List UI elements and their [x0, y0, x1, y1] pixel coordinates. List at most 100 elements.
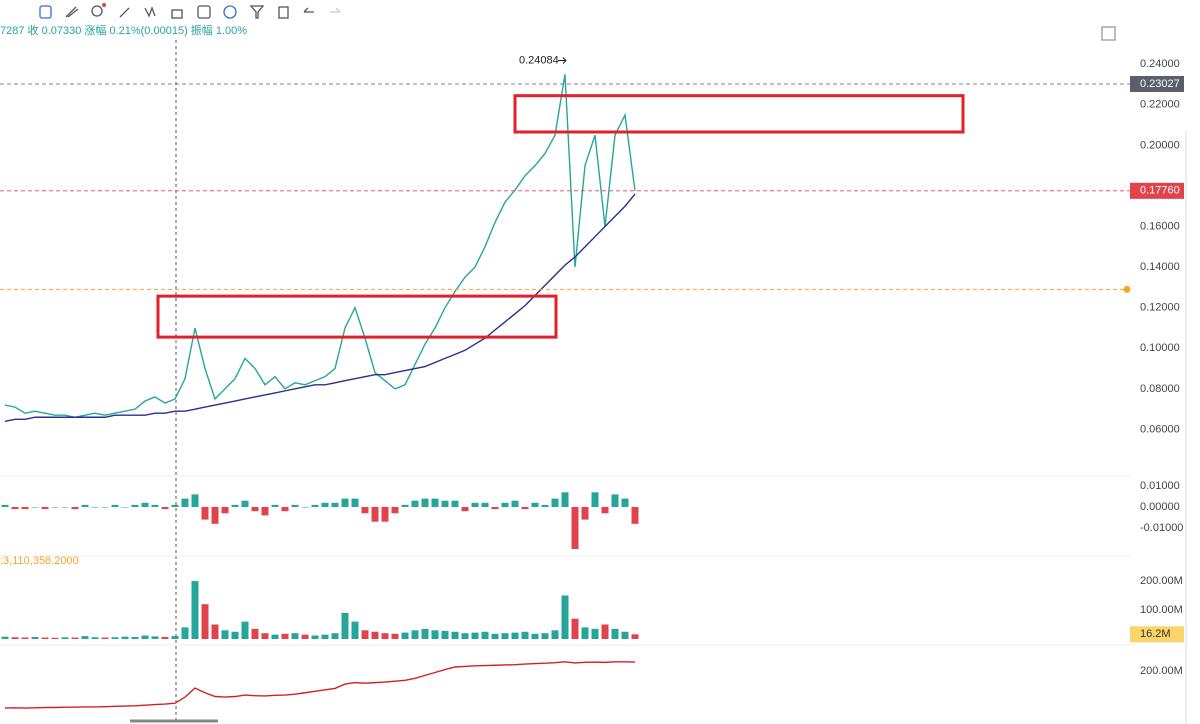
y-tick-label: 0.10000	[1140, 342, 1180, 354]
bar	[261, 633, 269, 639]
bar	[151, 504, 159, 507]
bar	[451, 500, 459, 507]
bar	[541, 633, 549, 639]
bar	[291, 633, 299, 639]
bar	[561, 492, 569, 507]
bar	[501, 502, 509, 507]
bar	[81, 504, 89, 507]
bar	[191, 494, 199, 507]
y-tick-label: 0.14000	[1140, 261, 1180, 273]
bar	[141, 635, 149, 639]
bar	[551, 630, 559, 639]
bar	[401, 632, 409, 639]
bar	[71, 637, 79, 639]
bar	[161, 636, 169, 639]
high-annotation: 0.24084	[519, 54, 559, 66]
bar	[21, 507, 29, 510]
bar	[581, 627, 589, 639]
bar	[21, 637, 29, 639]
tool-redo[interactable]	[330, 7, 341, 13]
zone-box	[156, 294, 558, 339]
bar	[241, 500, 249, 507]
bar	[271, 504, 279, 507]
bar	[111, 637, 119, 639]
bar	[181, 498, 189, 507]
bar	[491, 633, 499, 639]
bar	[101, 637, 109, 639]
bar	[371, 631, 379, 639]
bar	[31, 636, 39, 639]
expand-button[interactable]	[1101, 26, 1116, 41]
info-line: 7287 收 0.07330 涨幅 0.21%(0.00015) 振幅 1.00…	[0, 23, 247, 37]
tool-undo[interactable]	[303, 7, 314, 13]
bar	[511, 632, 519, 639]
y-tick-label: 200.00M	[1140, 575, 1183, 587]
bar	[311, 635, 319, 639]
bar	[81, 636, 89, 639]
bar	[521, 631, 529, 639]
bar	[431, 498, 439, 507]
tool-select[interactable]	[39, 5, 52, 19]
bar	[11, 637, 19, 639]
bar	[231, 631, 239, 639]
bar	[541, 504, 549, 507]
bar	[261, 507, 269, 516]
bar	[251, 628, 259, 639]
bar	[331, 502, 339, 507]
volume-label: 16.2M	[1140, 628, 1171, 640]
y-tick-label: 0.20000	[1140, 139, 1180, 151]
bar	[381, 633, 389, 639]
bar	[371, 507, 379, 522]
bar	[441, 630, 449, 639]
tool-filter[interactable]	[249, 5, 265, 19]
bar	[1, 504, 9, 507]
tool-zoom[interactable]	[91, 5, 103, 17]
bar	[131, 636, 139, 639]
bar	[91, 637, 99, 639]
bar	[221, 630, 229, 639]
bar	[341, 612, 349, 639]
bar	[241, 621, 249, 639]
bar	[101, 507, 109, 508]
bar	[131, 504, 139, 507]
tool-brush[interactable]	[119, 7, 130, 18]
tool-pattern[interactable]	[144, 6, 156, 18]
bar	[161, 507, 169, 510]
bar	[231, 504, 239, 507]
tool-note[interactable]	[197, 5, 211, 19]
bar	[621, 631, 629, 639]
bar	[41, 637, 49, 639]
bar	[51, 637, 59, 639]
bar	[191, 581, 199, 639]
tool-magnet[interactable]	[223, 5, 237, 19]
bar	[181, 627, 189, 639]
bar	[621, 498, 629, 507]
bar	[331, 633, 339, 639]
tool-lock[interactable]	[171, 9, 183, 19]
bar	[471, 502, 479, 507]
tool-measure[interactable]	[65, 6, 79, 18]
bar	[601, 624, 609, 639]
bar	[411, 630, 419, 639]
bar	[211, 507, 219, 524]
bar	[381, 507, 389, 522]
bar	[281, 507, 289, 512]
y-tick-label: 0.22000	[1140, 99, 1180, 111]
bar	[111, 504, 119, 507]
bar	[391, 633, 399, 639]
bar	[51, 507, 59, 508]
bar	[461, 633, 469, 639]
bar	[571, 618, 579, 639]
bar	[251, 507, 259, 512]
bar	[121, 507, 129, 508]
bar	[571, 507, 579, 549]
bar	[341, 498, 349, 507]
y-tick-label: 0.08000	[1140, 383, 1180, 395]
bar	[201, 604, 209, 639]
bar	[141, 502, 149, 507]
bar	[1, 636, 9, 639]
tool-delete[interactable]	[278, 6, 289, 19]
bar	[471, 632, 479, 639]
